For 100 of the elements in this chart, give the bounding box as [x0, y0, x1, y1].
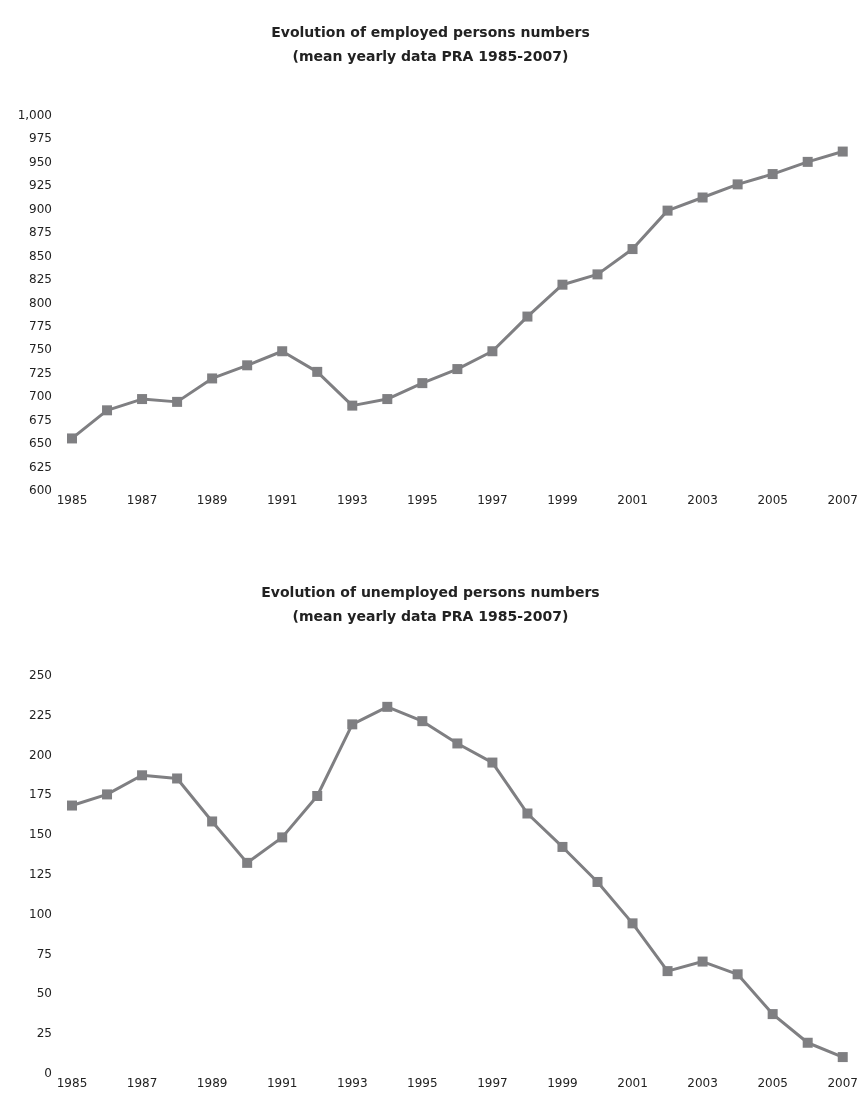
x-tick-label: 1997: [477, 493, 508, 507]
point: [242, 360, 253, 371]
point: [487, 346, 498, 357]
y-tick-label: 725: [29, 365, 52, 380]
point: [732, 179, 743, 190]
point: [522, 311, 533, 322]
point: [627, 244, 638, 255]
point: [242, 857, 253, 868]
x-tick-label: 1989: [196, 1076, 228, 1090]
point: [662, 966, 673, 977]
y-tick-label: 925: [29, 178, 52, 193]
y-tick-label: 750: [29, 342, 52, 357]
x-tick-label: 2007: [827, 493, 858, 507]
x-tick-label: 1999: [547, 493, 578, 507]
point: [592, 269, 603, 280]
x-tick-label: 2003: [687, 1076, 718, 1090]
point: [382, 701, 393, 712]
y-tick-label: 150: [29, 827, 52, 842]
x-tick-label: 1999: [547, 1076, 578, 1090]
point: [102, 405, 113, 416]
x-tick-label: 1987: [126, 1076, 158, 1090]
chart-title: Evolution of unemployed persons numbers: [261, 584, 600, 600]
point: [67, 800, 77, 811]
x-tick-label: 1995: [407, 493, 438, 507]
point: [172, 396, 183, 407]
point: [557, 841, 568, 852]
point: [452, 738, 463, 749]
point: [487, 757, 498, 768]
point: [767, 169, 778, 180]
x-tick-label: 2005: [757, 493, 788, 507]
chart-subtitle: (mean yearly data PRA 1985-2007): [292, 48, 569, 64]
x-tick-label: 1985: [56, 493, 88, 507]
x-tick-label: 2001: [617, 493, 648, 507]
y-tick-label: 200: [29, 747, 52, 762]
point: [662, 205, 673, 216]
y-tick-label: 25: [36, 1026, 52, 1041]
point: [627, 918, 638, 929]
y-tick-label: 0: [44, 1066, 52, 1080]
x-tick-label: 1991: [266, 493, 298, 507]
point: [697, 956, 708, 967]
point: [172, 773, 183, 784]
point: [732, 969, 743, 980]
chart-title: Evolution of employed persons numbers: [271, 24, 590, 40]
y-tick-label: 625: [29, 459, 52, 474]
y-tick-label: 900: [29, 201, 52, 216]
y-tick-label: 700: [29, 389, 52, 404]
y-tick-label: 775: [29, 318, 52, 333]
y-tick-label: 250: [29, 668, 52, 682]
y-tick-label: 125: [29, 867, 52, 881]
point: [137, 770, 148, 781]
x-tick-label: 1993: [336, 1076, 368, 1090]
y-tick-label: 100: [29, 906, 52, 921]
x-tick-label: 2007: [827, 1076, 858, 1090]
y-tick-label: 175: [29, 787, 52, 802]
x-tick-label: 1991: [266, 1076, 298, 1090]
x-tick-label: 2005: [757, 1076, 788, 1090]
y-tick-label: 75: [36, 946, 52, 961]
x-tick-label: 1995: [407, 1076, 438, 1090]
point: [347, 719, 358, 730]
point: [102, 789, 113, 800]
point: [522, 808, 533, 819]
point: [767, 1009, 778, 1020]
point: [592, 876, 603, 887]
point: [67, 433, 77, 444]
y-tick-label: 225: [29, 707, 52, 722]
x-tick-label: 1997: [477, 1076, 508, 1090]
point: [417, 716, 428, 727]
chart-subtitle: (mean yearly data PRA 1985-2007): [292, 608, 569, 624]
x-tick-label: 1993: [336, 493, 368, 507]
x-tick-label: 2003: [687, 493, 718, 507]
point: [802, 156, 813, 167]
point: [452, 364, 463, 375]
x-tick-label: 1987: [126, 493, 158, 507]
point: [277, 832, 288, 843]
y-tick-label: 825: [29, 272, 52, 287]
point: [802, 1037, 813, 1048]
y-tick-label: 875: [29, 225, 52, 240]
point: [837, 1052, 848, 1063]
y-tick-label: 950: [29, 154, 52, 169]
y-tick-label: 50: [36, 986, 52, 1001]
point: [382, 394, 393, 405]
point: [417, 378, 428, 389]
point: [277, 346, 288, 357]
point: [312, 790, 323, 801]
point: [837, 146, 848, 157]
y-tick-label: 600: [29, 483, 52, 497]
x-tick-label: 1985: [56, 1076, 88, 1090]
y-tick-label: 650: [29, 436, 52, 451]
point: [312, 366, 323, 377]
point: [207, 373, 218, 384]
point: [137, 394, 148, 405]
y-tick-label: 975: [29, 131, 52, 146]
y-tick-label: 850: [29, 248, 52, 263]
y-tick-label: 675: [29, 412, 52, 427]
point: [557, 279, 568, 290]
point: [347, 400, 358, 411]
y-tick-label: 1,000: [17, 108, 52, 122]
point: [207, 816, 218, 827]
x-tick-label: 1989: [196, 493, 228, 507]
x-tick-label: 2001: [617, 1076, 648, 1090]
